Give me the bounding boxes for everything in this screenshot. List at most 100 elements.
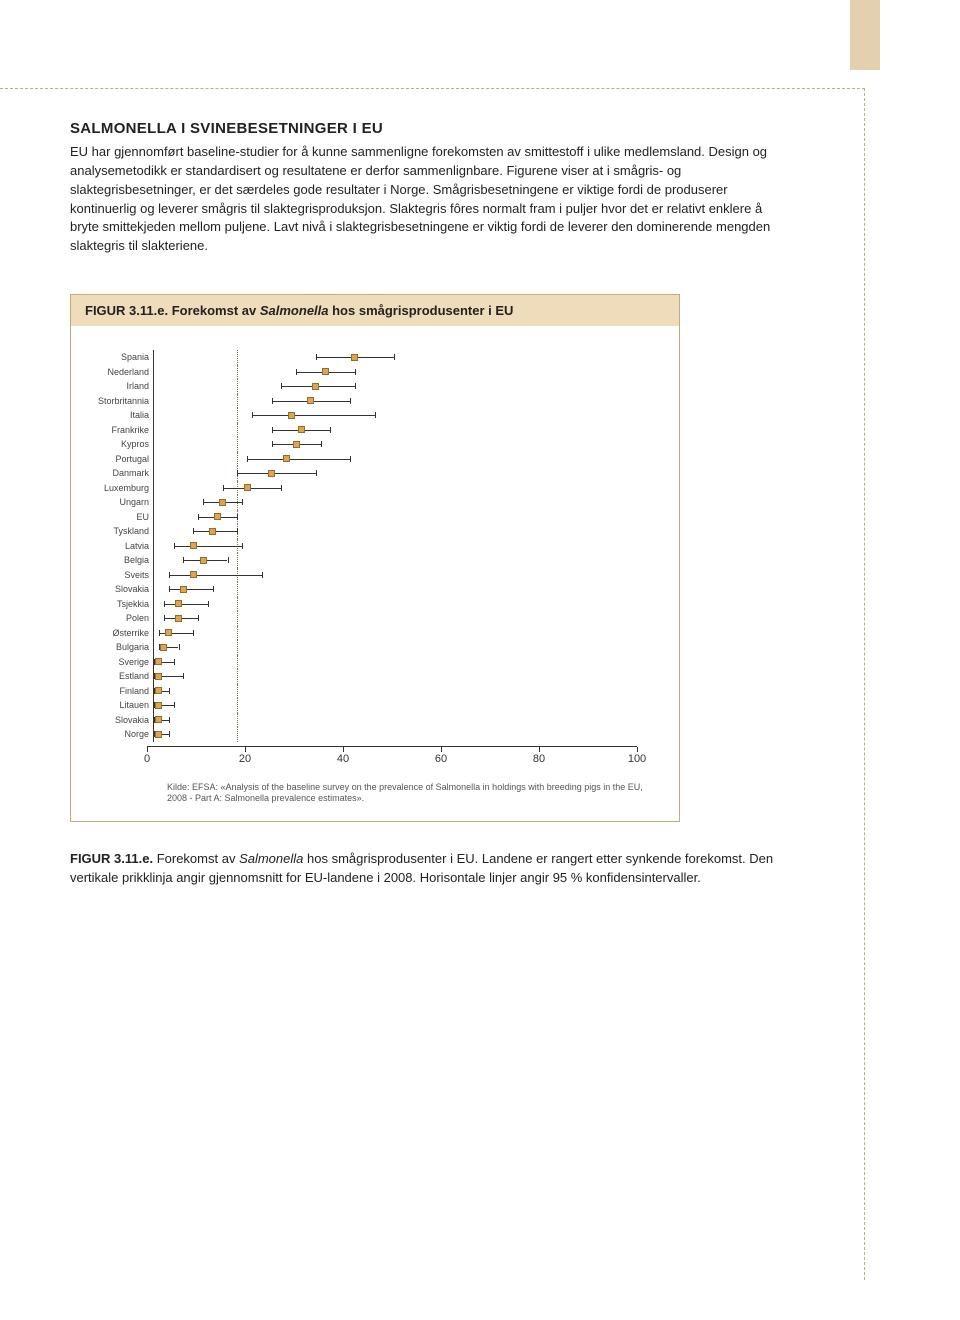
ci-tick-hi (237, 514, 238, 520)
country-label: Slovakia (81, 584, 153, 594)
ci-tick-hi (237, 528, 238, 534)
section-heading: SALMONELLA I SVINEBESETNINGER I EU (70, 120, 790, 137)
ci-tick-hi (262, 572, 263, 578)
ci-tick-hi (321, 441, 322, 447)
plot-row (153, 640, 659, 655)
chart-area: Spania Nederland Irland Storbritannia Italia… (71, 326, 679, 746)
country-label: Portugal (81, 454, 153, 464)
ci-tick-hi (228, 557, 229, 563)
country-label: Belgia (81, 555, 153, 565)
eu-avg-segment (237, 452, 238, 467)
eu-avg-segment (237, 611, 238, 626)
plot-row (153, 524, 659, 539)
ci-tick-hi (183, 673, 184, 679)
plot-row (153, 713, 659, 728)
plot-row (153, 611, 659, 626)
country-label: Storbritannia (81, 396, 153, 406)
point-marker (312, 383, 319, 390)
ci-tick-hi (242, 499, 243, 505)
ci-tick-hi (394, 354, 395, 360)
plot-row (153, 495, 659, 510)
country-label: Frankrike (81, 425, 153, 435)
caption-bold: FIGUR 3.11.e. (70, 851, 153, 866)
ci-tick-lo (193, 528, 194, 534)
ci-tick-lo (272, 441, 273, 447)
ci-bar (174, 546, 243, 547)
chart-row: Frankrike (81, 423, 659, 438)
x-tick (343, 747, 344, 752)
figure-header-italic: Salmonella (260, 303, 329, 318)
ci-tick-lo (174, 543, 175, 549)
country-label: Italia (81, 410, 153, 420)
ci-tick-lo (169, 572, 170, 578)
ci-tick-lo (252, 412, 253, 418)
chart-row: EU (81, 510, 659, 525)
eu-avg-segment (237, 727, 238, 742)
chart-row: Latvia (81, 539, 659, 554)
country-label: Spania (81, 352, 153, 362)
figure-header-prefix: FIGUR 3.11.e. Forekomst av (85, 303, 260, 318)
ci-tick-hi (169, 688, 170, 694)
country-label: Ungarn (81, 497, 153, 507)
point-marker (155, 731, 162, 738)
point-marker (288, 412, 295, 419)
ci-tick-lo (272, 398, 273, 404)
plot-row (153, 597, 659, 612)
ci-bar (252, 415, 375, 416)
plot-row (153, 684, 659, 699)
country-label: Latvia (81, 541, 153, 551)
x-tick (637, 747, 638, 752)
ci-tick-hi (355, 383, 356, 389)
ci-tick-hi (330, 427, 331, 433)
ci-tick-hi (355, 369, 356, 375)
country-label: Kypros (81, 439, 153, 449)
plot-row (153, 365, 659, 380)
point-marker (155, 716, 162, 723)
point-marker (293, 441, 300, 448)
eu-avg-segment (237, 597, 238, 612)
point-marker (322, 368, 329, 375)
point-marker (190, 542, 197, 549)
country-label: Østerrike (81, 628, 153, 638)
eu-avg-segment (237, 423, 238, 438)
ci-tick-hi (174, 702, 175, 708)
eu-avg-segment (237, 684, 238, 699)
eu-avg-segment (237, 582, 238, 597)
plot-row (153, 379, 659, 394)
chart-row: Bulgaria (81, 640, 659, 655)
x-tick-label: 60 (435, 753, 447, 765)
ci-tick-lo (223, 485, 224, 491)
ci-tick-hi (316, 470, 317, 476)
chart-row: Litauen (81, 698, 659, 713)
point-marker (283, 455, 290, 462)
chart-row: Nederland (81, 365, 659, 380)
country-label: Tsjekkia (81, 599, 153, 609)
ci-tick-hi (174, 659, 175, 665)
eu-avg-segment (237, 626, 238, 641)
point-marker (165, 629, 172, 636)
ci-tick-hi (193, 630, 194, 636)
caption-italic: Salmonella (239, 851, 303, 866)
country-label: EU (81, 512, 153, 522)
body-paragraph: EU har gjennomført baseline-studier for … (70, 143, 790, 256)
point-marker (268, 470, 275, 477)
ci-bar (159, 633, 193, 634)
ci-tick-hi (350, 456, 351, 462)
x-tick (245, 747, 246, 752)
country-label: Tyskland (81, 526, 153, 536)
country-label: Irland (81, 381, 153, 391)
country-label: Nederland (81, 367, 153, 377)
chart-row: Tsjekkia (81, 597, 659, 612)
ci-tick-lo (272, 427, 273, 433)
x-tick (441, 747, 442, 752)
ci-tick-hi (179, 644, 180, 650)
caption-pre: Forekomst av (153, 851, 239, 866)
country-label: Danmark (81, 468, 153, 478)
point-marker (244, 484, 251, 491)
plot-row (153, 466, 659, 481)
country-label: Litauen (81, 700, 153, 710)
plot-row (153, 626, 659, 641)
x-axis: 020406080100 (147, 746, 637, 776)
ci-tick-hi (169, 717, 170, 723)
eu-avg-segment (237, 365, 238, 380)
